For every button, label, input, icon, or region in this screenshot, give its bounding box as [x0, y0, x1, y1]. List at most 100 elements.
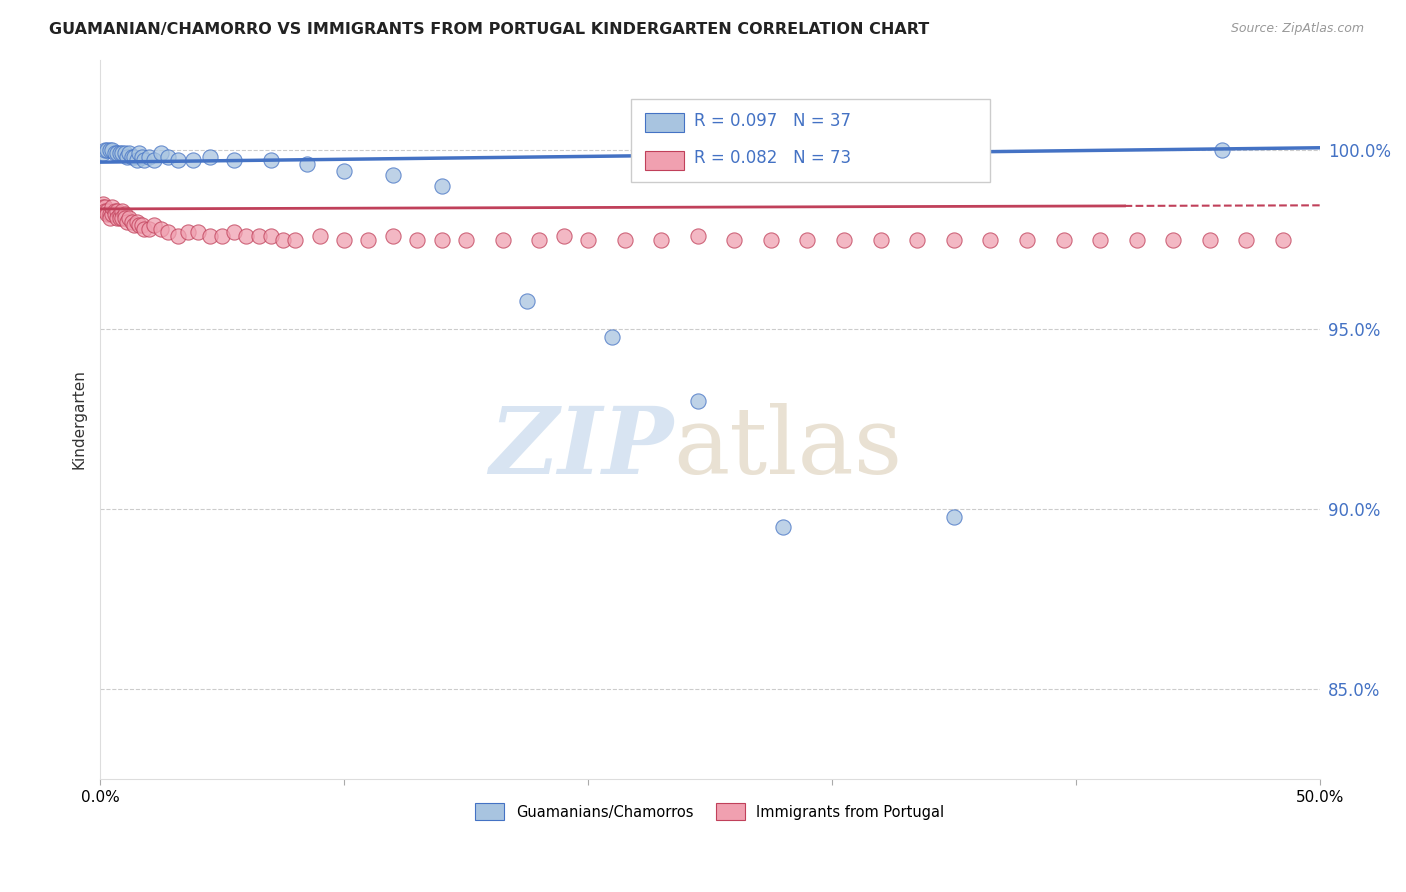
- Point: [308, 228, 330, 243]
- Point: [759, 233, 782, 247]
- Point: [94, 203, 117, 218]
- Point: [723, 233, 745, 247]
- Point: [96, 203, 118, 218]
- Text: R = 0.097   N = 37: R = 0.097 N = 37: [695, 112, 851, 129]
- Point: [1236, 233, 1258, 247]
- Point: [333, 233, 356, 247]
- Bar: [645, 113, 685, 132]
- Point: [125, 214, 148, 228]
- Point: [650, 233, 672, 247]
- Point: [181, 153, 204, 168]
- Bar: [631, 99, 990, 182]
- Point: [187, 225, 209, 239]
- Point: [98, 211, 121, 225]
- Point: [96, 143, 118, 157]
- Point: [198, 150, 221, 164]
- Point: [111, 211, 134, 225]
- Point: [101, 200, 124, 214]
- Point: [142, 218, 165, 232]
- Point: [527, 233, 550, 247]
- Point: [491, 233, 513, 247]
- Point: [104, 207, 127, 221]
- Point: [686, 394, 709, 409]
- Point: [247, 228, 270, 243]
- Point: [454, 233, 477, 247]
- Bar: [645, 151, 685, 169]
- Point: [138, 150, 160, 164]
- Point: [1015, 233, 1038, 247]
- Point: [121, 150, 143, 164]
- Point: [1088, 233, 1111, 247]
- Point: [121, 214, 143, 228]
- Point: [686, 228, 709, 243]
- Point: [94, 200, 117, 214]
- Point: [260, 228, 283, 243]
- Text: GUAMANIAN/CHAMORRO VS IMMIGRANTS FROM PORTUGAL KINDERGARTEN CORRELATION CHART: GUAMANIAN/CHAMORRO VS IMMIGRANTS FROM PO…: [49, 22, 929, 37]
- Point: [198, 228, 221, 243]
- Point: [142, 153, 165, 168]
- Point: [1163, 233, 1185, 247]
- Point: [177, 225, 200, 239]
- Point: [1125, 233, 1147, 247]
- Point: [979, 233, 1001, 247]
- Y-axis label: Kindergarten: Kindergarten: [72, 369, 86, 469]
- Point: [235, 228, 257, 243]
- Point: [602, 329, 624, 343]
- Point: [333, 164, 356, 178]
- Point: [111, 146, 134, 161]
- Point: [167, 153, 190, 168]
- Point: [91, 146, 114, 161]
- Point: [105, 203, 128, 218]
- Point: [869, 233, 891, 247]
- Point: [357, 233, 380, 247]
- Point: [942, 509, 965, 524]
- Point: [94, 143, 117, 157]
- Point: [905, 233, 928, 247]
- Point: [118, 146, 141, 161]
- Point: [260, 153, 283, 168]
- Point: [114, 146, 136, 161]
- Point: [124, 150, 146, 164]
- Point: [1272, 233, 1295, 247]
- Point: [108, 211, 131, 225]
- Point: [832, 233, 855, 247]
- Point: [430, 178, 453, 193]
- Point: [104, 146, 127, 161]
- Point: [1211, 143, 1233, 157]
- Point: [224, 153, 246, 168]
- Point: [115, 214, 138, 228]
- Point: [613, 233, 636, 247]
- Point: [297, 157, 319, 171]
- Point: [132, 221, 155, 235]
- Text: atlas: atlas: [673, 403, 903, 493]
- Point: [128, 146, 150, 161]
- Point: [91, 200, 114, 214]
- Point: [796, 233, 818, 247]
- Point: [114, 207, 136, 221]
- Point: [105, 211, 128, 225]
- Point: [381, 228, 404, 243]
- Point: [115, 150, 138, 164]
- Point: [108, 146, 131, 161]
- Text: R = 0.082   N = 73: R = 0.082 N = 73: [695, 149, 851, 167]
- Point: [111, 203, 134, 218]
- Point: [150, 146, 173, 161]
- Point: [430, 233, 453, 247]
- Point: [118, 211, 141, 225]
- Point: [124, 218, 146, 232]
- Point: [101, 207, 124, 221]
- Point: [167, 228, 190, 243]
- Point: [131, 218, 153, 232]
- Point: [91, 196, 114, 211]
- Point: [271, 233, 294, 247]
- Text: Source: ZipAtlas.com: Source: ZipAtlas.com: [1230, 22, 1364, 36]
- Point: [104, 203, 127, 218]
- Point: [114, 211, 136, 225]
- Point: [211, 228, 233, 243]
- Point: [381, 168, 404, 182]
- Point: [516, 293, 538, 308]
- Legend: Guamanians/Chamorros, Immigrants from Portugal: Guamanians/Chamorros, Immigrants from Po…: [470, 797, 950, 826]
- Point: [284, 233, 307, 247]
- Point: [108, 207, 131, 221]
- Point: [157, 150, 180, 164]
